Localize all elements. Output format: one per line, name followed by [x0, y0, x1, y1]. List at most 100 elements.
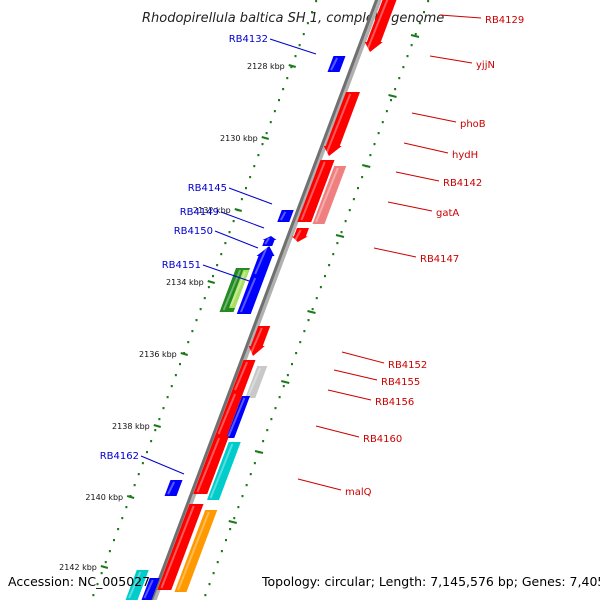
gene-RB4156-grey: [245, 366, 268, 398]
label-line-forward: [387, 201, 433, 212]
kbp-tick: [180, 352, 189, 356]
backbone-line: [149, 0, 379, 600]
ruler-dot-right: [319, 286, 322, 289]
label-phoB: phoB: [460, 119, 486, 130]
ruler-dot-left: [203, 297, 206, 300]
gene-RB4155: [231, 360, 256, 392]
ruler-dot-right: [253, 462, 256, 465]
label-RB4160: RB4160: [363, 434, 402, 445]
ruler-dot-right: [241, 495, 244, 498]
ruler-dot-right: [270, 418, 273, 421]
label-malQ: malQ: [345, 487, 372, 498]
kbp-ruler: 2128 kbp 2130 kbp 2132 kbp 2134 kbp 2136 kbp…: [59, 0, 430, 597]
ruler-dot-left: [207, 286, 210, 289]
kbp-label: 2130 kbp: [220, 134, 258, 143]
ruler-dot-right: [361, 176, 364, 179]
gene-forward-lower-shine: [160, 505, 195, 589]
kbp-label: 2134 kbp: [166, 278, 204, 287]
label-yjjN: yjjN: [476, 60, 495, 71]
ruler-dot-right: [423, 11, 425, 14]
ruler-dot-left: [113, 539, 115, 542]
ruler-tick-right: [410, 34, 420, 38]
ruler-dot-right: [295, 352, 298, 355]
gene-RB4152-shine: [249, 327, 263, 355]
label-RB4156: RB4156: [375, 397, 414, 408]
gene-RB4151-lime-shine: [229, 271, 246, 307]
ruler-tick-right: [254, 450, 264, 454]
ruler-dot-left: [195, 319, 198, 322]
label-RB4152: RB4152: [388, 360, 427, 371]
ruler-dot-right: [278, 396, 281, 399]
ruler-dot-right: [315, 297, 318, 300]
gene-phoB: [323, 92, 360, 156]
gene-RB4151: [236, 276, 265, 314]
ruler-dot-left: [104, 561, 107, 564]
label-line-forward: [395, 171, 440, 182]
ruler-dot-right: [225, 539, 227, 542]
ruler-dot-right: [369, 154, 372, 157]
ruler-dot-right: [381, 121, 384, 124]
map-title: Rhodopirellula baltica SH 1, complete ge…: [142, 11, 444, 26]
ruler-dot-left: [220, 253, 223, 256]
gene-RB4162-shine: [167, 481, 175, 495]
ruler-dot-right: [410, 44, 413, 47]
ruler-dot-left: [261, 143, 264, 146]
gene-orange-shine: [177, 511, 210, 591]
label-line-reverse: [228, 187, 273, 205]
ruler-dot-left: [158, 418, 161, 421]
ruler-dot-right: [324, 275, 326, 278]
ruler-dot-right: [377, 132, 380, 135]
ruler-dot-right: [233, 517, 236, 520]
gene-RB4151-shine: [240, 277, 257, 313]
kbp-tick: [288, 64, 297, 68]
label-line-forward: [439, 14, 482, 19]
ruler-dot-right: [373, 143, 376, 146]
ruler-dot-left: [154, 429, 157, 432]
ruler-dot-right: [299, 341, 302, 344]
gene-forward-lower: [157, 504, 204, 590]
gene-RB4150-shine: [254, 247, 268, 275]
ruler-dot-left: [240, 198, 243, 201]
ruler-dot-left: [179, 363, 181, 366]
kbp-tick: [100, 565, 109, 569]
ruler-dot-left: [121, 517, 124, 520]
ruler-dot-right: [385, 110, 388, 113]
label-RB4145: RB4145: [188, 183, 227, 194]
label-line-forward: [411, 112, 457, 123]
label-line-forward: [341, 351, 385, 364]
label-RB4162: RB4162: [100, 451, 139, 462]
ruler-dot-left: [162, 407, 165, 410]
ruler-dot-right: [340, 231, 343, 234]
genome-backbone: [149, 0, 382, 600]
ruler-dot-right: [311, 308, 314, 311]
ruler-dot-left: [137, 473, 140, 476]
gene-orange: [174, 510, 218, 592]
ruler-dot-right: [406, 55, 409, 58]
gene-RB4132-shine: [330, 57, 338, 71]
ruler-dot-right: [249, 473, 252, 476]
gene-RB4156: [226, 396, 250, 438]
kbp-label: 2132 kbp: [193, 206, 231, 215]
label-RB4142: RB4142: [443, 178, 482, 189]
label-RB4155: RB4155: [381, 377, 420, 388]
ruler-dot-left: [232, 220, 235, 223]
ruler-dot-left: [278, 99, 280, 102]
ruler-dot-left: [92, 594, 95, 597]
ruler-dot-right: [229, 528, 232, 531]
ruler-dot-right: [307, 319, 310, 322]
ruler-dot-right: [216, 561, 219, 564]
gene-cyan-lower: [125, 570, 149, 600]
ruler-dot-left: [170, 385, 173, 388]
gene-RB4142-shine: [300, 161, 326, 221]
ruler-dot-left: [315, 0, 318, 3]
ruler-dot-left: [273, 110, 276, 113]
ruler-dot-left: [257, 154, 260, 157]
ruler-dot-left: [216, 264, 219, 267]
gene-gatA: [312, 166, 347, 224]
ruler-dot-left: [96, 583, 99, 586]
ruler-dot-left: [306, 22, 309, 25]
ruler-dot-left: [302, 33, 305, 36]
label-line-forward: [327, 389, 372, 401]
ruler-dot-left: [290, 66, 293, 69]
ruler-dot-right: [303, 330, 306, 333]
